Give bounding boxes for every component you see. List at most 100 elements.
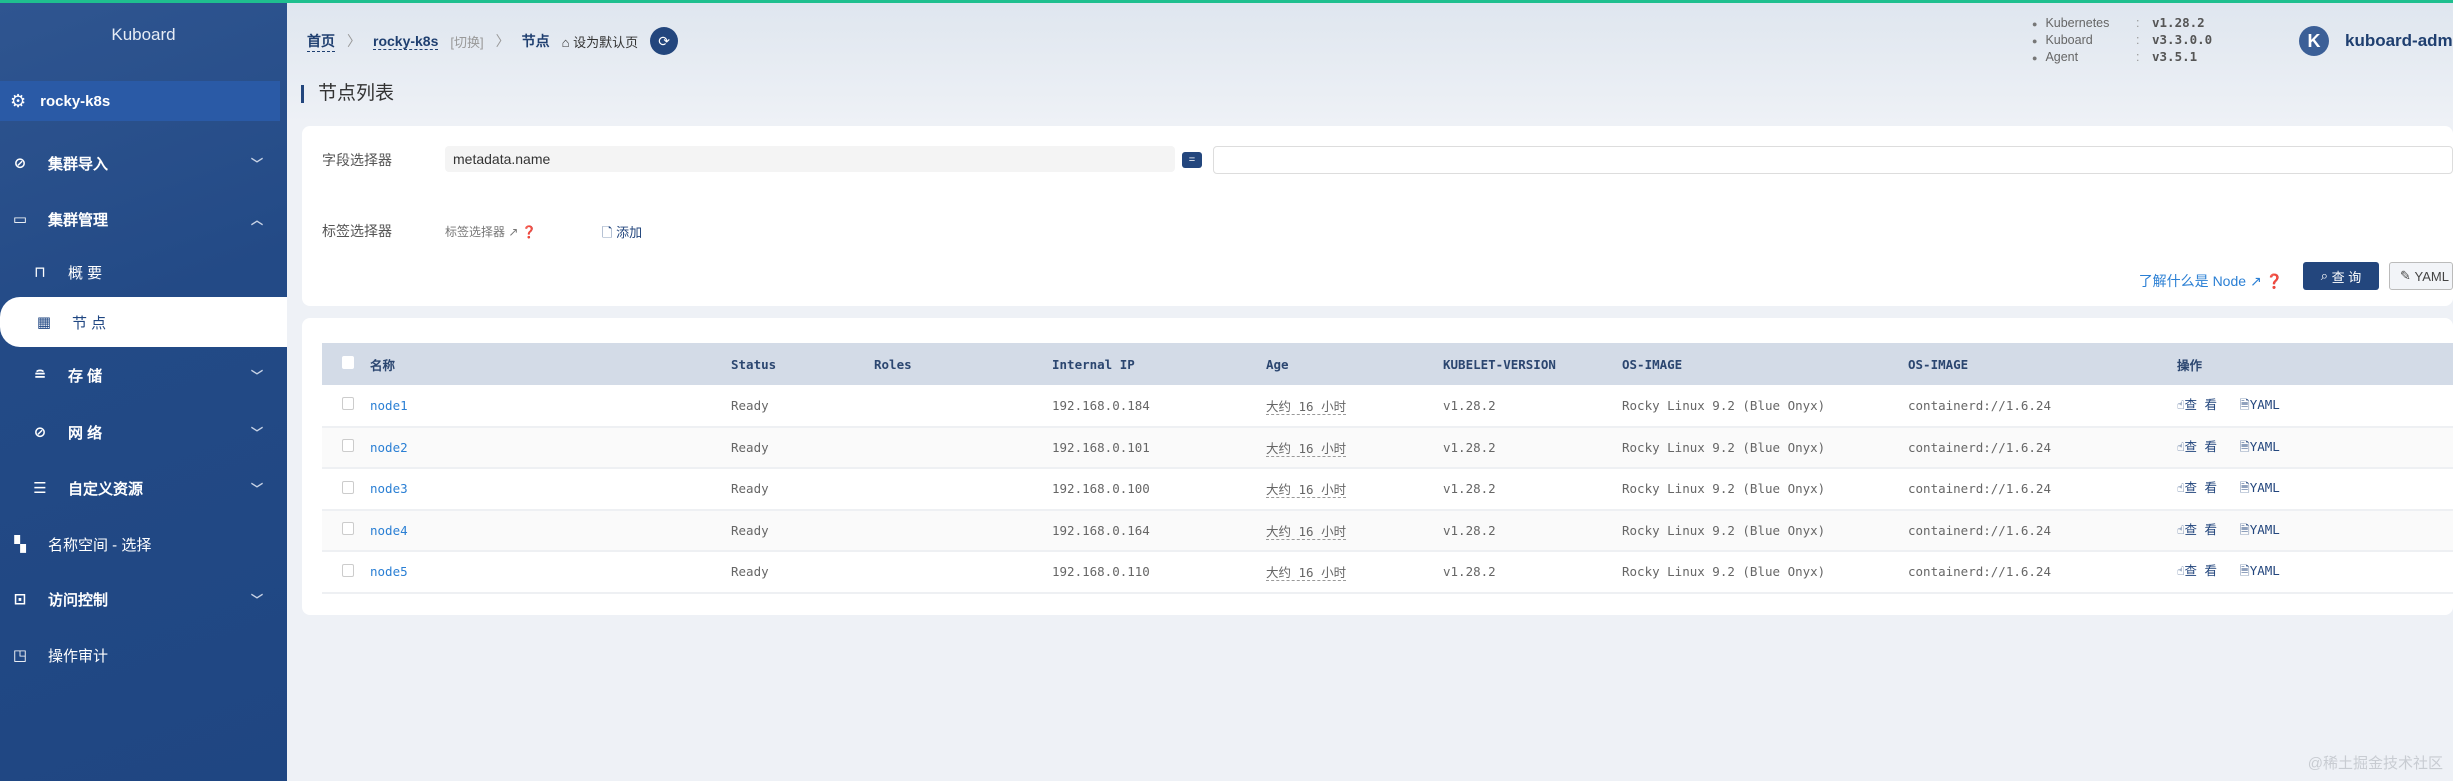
node-name-link[interactable]: node3 bbox=[370, 481, 408, 497]
ip-cell: 192.168.0.100 bbox=[1052, 468, 1266, 511]
node-name-link[interactable]: node5 bbox=[370, 564, 408, 580]
yaml-row-button[interactable]: 🗎YAML bbox=[2240, 480, 2280, 495]
external-link-icon: ↗ bbox=[2249, 273, 2262, 289]
label-selector-link-text: 标签选择器 bbox=[445, 225, 506, 239]
name-cell: node5 bbox=[370, 551, 731, 594]
os-image-cell: Rocky Linux 9.2 (Blue Onyx) bbox=[1622, 551, 1908, 594]
sidebar-item-4[interactable]: ≘ 存 储 ﹀ bbox=[0, 358, 287, 392]
avatar: K bbox=[2299, 26, 2329, 56]
logo: Kuboard bbox=[111, 25, 176, 44]
spacer-cell bbox=[2327, 551, 2453, 594]
sidebar-item-1[interactable]: ▭ 集群管理 ︿ bbox=[0, 202, 287, 236]
view-button[interactable]: ☝查 看 bbox=[2177, 480, 2217, 495]
help-icon: ❓ bbox=[521, 225, 537, 239]
spacer-cell bbox=[2327, 509, 2453, 552]
document-icon: 🗎 bbox=[2239, 521, 2250, 537]
set-default-label: 设为默认页 bbox=[573, 34, 639, 50]
yaml-row-button[interactable]: 🗎YAML bbox=[2240, 397, 2280, 412]
document-icon: 🗎 bbox=[2239, 563, 2250, 579]
cluster-name: rocky-k8s bbox=[40, 92, 111, 110]
column-header: OS-IMAGE bbox=[1622, 343, 1908, 385]
age-value: 大约 16 小时 bbox=[1266, 482, 1347, 499]
sidebar-item-6[interactable]: ☰ 自定义资源 ﹀ bbox=[0, 471, 287, 505]
node-name-link[interactable]: node4 bbox=[370, 522, 408, 538]
kubelet-cell: v1.28.2 bbox=[1443, 385, 1622, 428]
view-button[interactable]: ☝查 看 bbox=[2177, 563, 2217, 578]
refresh-button[interactable]: ⟳ bbox=[650, 27, 679, 55]
user-menu[interactable]: K kuboard-admin bbox=[2299, 26, 2453, 56]
yaml-button[interactable]: ✎ YAML bbox=[2389, 262, 2453, 290]
yaml-row-label: YAML bbox=[2249, 396, 2280, 412]
roles-cell bbox=[874, 385, 1052, 428]
hand-pointer-icon: ☝ bbox=[2177, 480, 2185, 496]
row-checkbox[interactable] bbox=[342, 480, 354, 494]
learn-node-link[interactable]: 了解什么是 Node ↗ ❓ bbox=[2139, 271, 2283, 291]
label-selector-label: 标签选择器 bbox=[322, 223, 392, 239]
version-value: v1.28.2 bbox=[2152, 15, 2205, 30]
view-label: 查 看 bbox=[2184, 480, 2218, 496]
sidebar-item-label: 集群导入 bbox=[48, 155, 109, 173]
sidebar-item-8[interactable]: ⊡ 访问控制 ﹀ bbox=[0, 582, 287, 616]
breadcrumb-home[interactable]: 首页 bbox=[307, 31, 335, 52]
yaml-row-button[interactable]: 🗎YAML bbox=[2240, 563, 2280, 578]
view-button[interactable]: ☝查 看 bbox=[2177, 522, 2217, 537]
field-selector-label: 字段选择器 bbox=[322, 152, 392, 168]
column-header: Age bbox=[1266, 343, 1443, 385]
add-label-button[interactable]: 🗋 添加 bbox=[602, 222, 642, 246]
select-all-checkbox-cell bbox=[322, 343, 370, 385]
yaml-row-label: YAML bbox=[2249, 438, 2280, 454]
table-row: node2 Ready 192.168.0.101 大约 16 小时 v1.28… bbox=[322, 426, 2453, 469]
ip-cell: 192.168.0.110 bbox=[1052, 551, 1266, 594]
document-icon: 🗎 bbox=[2239, 396, 2250, 412]
view-label: 查 看 bbox=[2184, 521, 2218, 537]
label-selector-help-link[interactable]: 标签选择器 ↗ ❓ bbox=[445, 223, 537, 240]
view-button[interactable]: ☝查 看 bbox=[2177, 397, 2217, 412]
view-button[interactable]: ☝查 看 bbox=[2177, 439, 2217, 454]
os-image-cell: Rocky Linux 9.2 (Blue Onyx) bbox=[1622, 385, 1908, 428]
column-header: 操作 bbox=[2177, 343, 2327, 385]
sidebar-item-5[interactable]: ⊘ 网 络 ﹀ bbox=[0, 415, 287, 449]
watermark: @稀土掘金技术社区 bbox=[2307, 755, 2443, 772]
field-selector-select[interactable]: metadata.name bbox=[445, 146, 1175, 172]
sidebar-item-7[interactable]: ▚ 名称空间 - 选择 bbox=[0, 527, 287, 561]
sidebar-item-0[interactable]: ⊘ 集群导入 ﹀ bbox=[0, 146, 287, 180]
yaml-row-button[interactable]: 🗎YAML bbox=[2240, 522, 2280, 537]
breadcrumb-cluster[interactable]: rocky-k8s bbox=[373, 32, 439, 50]
sidebar-item-label: 存 储 bbox=[68, 367, 103, 385]
main: 首页 〉 rocky-k8s [切换] 〉 节点 ⌂ 设为默认页 ⟳ Kuber… bbox=[287, 3, 2453, 781]
roles-cell bbox=[874, 509, 1052, 552]
chevron-icon: ﹀ bbox=[250, 368, 263, 383]
row-checkbox-cell bbox=[322, 551, 370, 594]
version-row: Kuboard: v3.3.0.0 bbox=[2032, 32, 2212, 49]
hand-pointer-icon: ☝ bbox=[2177, 396, 2185, 412]
page-title: 节点列表 bbox=[301, 84, 394, 103]
yaml-row-button[interactable]: 🗎YAML bbox=[2240, 439, 2280, 454]
operator-badge[interactable]: = bbox=[1182, 152, 1202, 168]
row-checkbox[interactable] bbox=[342, 522, 354, 536]
sidebar-item-9[interactable]: ◳ 操作审计 bbox=[0, 638, 287, 672]
field-value-input[interactable] bbox=[1213, 146, 2453, 174]
query-button[interactable]: ⌕ 查 询 bbox=[2303, 262, 2379, 290]
column-header: KUBELET-VERSION bbox=[1443, 343, 1622, 385]
row-checkbox[interactable] bbox=[342, 563, 354, 577]
age-cell: 大约 16 小时 bbox=[1266, 385, 1443, 428]
set-default-page-button[interactable]: ⌂ 设为默认页 bbox=[562, 32, 639, 51]
node-name-link[interactable]: node1 bbox=[370, 397, 408, 413]
switch-cluster-link[interactable]: [切换] bbox=[450, 34, 484, 50]
sidebar-item-3[interactable]: ▦ 节 点 bbox=[0, 297, 287, 347]
help-icon: ❓ bbox=[2265, 273, 2283, 289]
node-name-link[interactable]: node2 bbox=[370, 439, 408, 455]
yaml-row-label: YAML bbox=[2249, 480, 2280, 496]
row-checkbox[interactable] bbox=[342, 439, 354, 453]
monitor-icon: ⊓ bbox=[34, 264, 46, 281]
select-all-checkbox[interactable] bbox=[342, 356, 354, 369]
row-checkbox-cell bbox=[322, 468, 370, 511]
sidebar-cluster[interactable]: ⚙ rocky-k8s bbox=[0, 81, 280, 121]
roles-cell bbox=[874, 468, 1052, 511]
row-checkbox[interactable] bbox=[342, 397, 354, 411]
refresh-icon: ⟳ bbox=[658, 32, 670, 49]
version-name: Agent bbox=[2032, 49, 2136, 66]
sidebar-item-2[interactable]: ⊓ 概 要 bbox=[0, 255, 287, 289]
ip-cell: 192.168.0.164 bbox=[1052, 509, 1266, 552]
column-header: Internal IP bbox=[1052, 343, 1266, 385]
